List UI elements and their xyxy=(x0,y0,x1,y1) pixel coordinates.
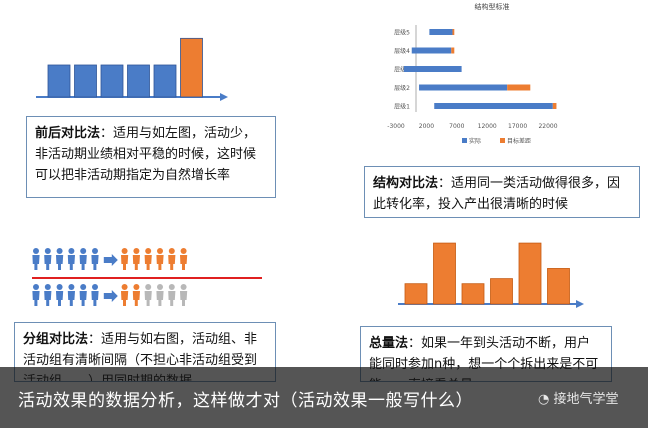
total-bar xyxy=(433,242,456,305)
structure-category-label: 层级2 xyxy=(394,84,410,92)
total-bar xyxy=(547,268,570,305)
total-bar xyxy=(518,242,542,305)
structure-bar xyxy=(411,47,452,54)
total-bar xyxy=(461,283,485,305)
structure-legend-swatch xyxy=(462,138,467,143)
structure-bar xyxy=(452,29,455,35)
structure-bar xyxy=(434,103,553,109)
structure-category-label: 层级4 xyxy=(394,47,410,55)
person-icon xyxy=(156,248,164,270)
before-after-text: ：适用与如左图，活动少，非活动期业绩相对平稳的时候，这时候可以把非活动期指定为自… xyxy=(35,126,257,183)
person-icon xyxy=(56,248,64,270)
structure-text: ：适用同一类活动做得很多，因此转化率，投入产出很清晰的时候 xyxy=(373,176,621,212)
person-icon xyxy=(91,248,99,270)
person-icon xyxy=(180,284,188,306)
structure-bar xyxy=(403,66,462,72)
structure-bar xyxy=(429,29,453,35)
person-icon xyxy=(32,248,40,270)
person-icon xyxy=(180,248,188,270)
structure-bar xyxy=(451,47,455,54)
person-icon xyxy=(67,248,75,270)
watermark: ◔ 接地气学堂 xyxy=(538,388,619,407)
structure-legend-label: 实际 xyxy=(469,137,481,145)
structure-tick-label: 7000 xyxy=(449,123,464,130)
structure-category-label: 层级3 xyxy=(394,66,410,74)
total-bar xyxy=(490,278,513,305)
structure-panel: 结构对比法：适用同一类活动做得很多，因此转化率，投入产出很清晰的时候 xyxy=(364,166,640,218)
before-after-bar xyxy=(47,64,71,98)
before-after-bar xyxy=(100,64,124,98)
before-after-bar xyxy=(74,64,97,98)
caption-overlay xyxy=(0,367,648,428)
before-after-bar xyxy=(180,37,203,98)
person-icon xyxy=(132,248,140,270)
before-after-bar xyxy=(153,64,177,98)
arrow-right-icon xyxy=(103,290,118,302)
person-icon xyxy=(44,248,52,270)
person-icon xyxy=(32,284,40,306)
structure-tick-label: 2000 xyxy=(419,123,434,130)
structure-tick-label: 12000 xyxy=(478,123,497,130)
person-icon xyxy=(67,284,75,306)
person-icon xyxy=(79,284,87,306)
structure-legend-label: 目标差距 xyxy=(507,137,531,145)
watermark-text: 接地气学堂 xyxy=(553,392,619,407)
structure-tick-label: 17000 xyxy=(508,123,527,130)
person-icon xyxy=(168,284,176,306)
arrow-right-icon xyxy=(103,254,118,266)
structure-chart-title: 结构型标准 xyxy=(475,2,510,11)
person-icon xyxy=(56,284,64,306)
structure-bar xyxy=(552,103,557,109)
structure-chart: 结构型标准 层级1 层级2 层级3 层级4 层级5 -3000 2000 7000 12000 1… xyxy=(387,2,557,145)
total-bar xyxy=(404,283,428,305)
total-axis-arrow xyxy=(576,300,584,308)
before-after-chart xyxy=(36,37,228,101)
structure-bar xyxy=(507,84,531,91)
person-icon xyxy=(44,284,52,306)
structure-category-label: 层级1 xyxy=(394,103,410,111)
structure-title: 结构对比法 xyxy=(373,176,439,191)
person-icon xyxy=(144,248,152,270)
structure-tick-label: 22000 xyxy=(538,123,557,130)
total-chart xyxy=(398,242,584,308)
person-icon xyxy=(91,284,99,306)
structure-tick-label: -3000 xyxy=(387,123,405,130)
structure-category-label: 层级5 xyxy=(394,29,410,37)
caption-text: 活动效果的数据分析，这样做才对（活动效果一般写什么） xyxy=(18,391,473,411)
watermark-icon: ◔ xyxy=(538,392,554,407)
person-icon xyxy=(132,284,140,306)
before-after-panel: 前后对比法：适用与如左图，活动少，非活动期业绩相对平稳的时候，这时候可以把非活动… xyxy=(26,116,276,198)
person-icon xyxy=(79,248,87,270)
total-title: 总量法 xyxy=(369,336,409,351)
before-after-title: 前后对比法 xyxy=(35,126,101,141)
before-after-bar xyxy=(127,64,150,98)
structure-legend-swatch xyxy=(500,138,505,143)
person-icon xyxy=(144,284,152,306)
person-icon xyxy=(168,248,176,270)
group-comparison-graphic xyxy=(32,248,262,306)
structure-bar xyxy=(419,84,508,91)
before-after-axis-arrow xyxy=(220,93,228,101)
person-icon xyxy=(156,284,164,306)
person-icon xyxy=(121,284,129,306)
group-title: 分组对比法 xyxy=(23,332,89,347)
person-icon xyxy=(121,248,129,270)
